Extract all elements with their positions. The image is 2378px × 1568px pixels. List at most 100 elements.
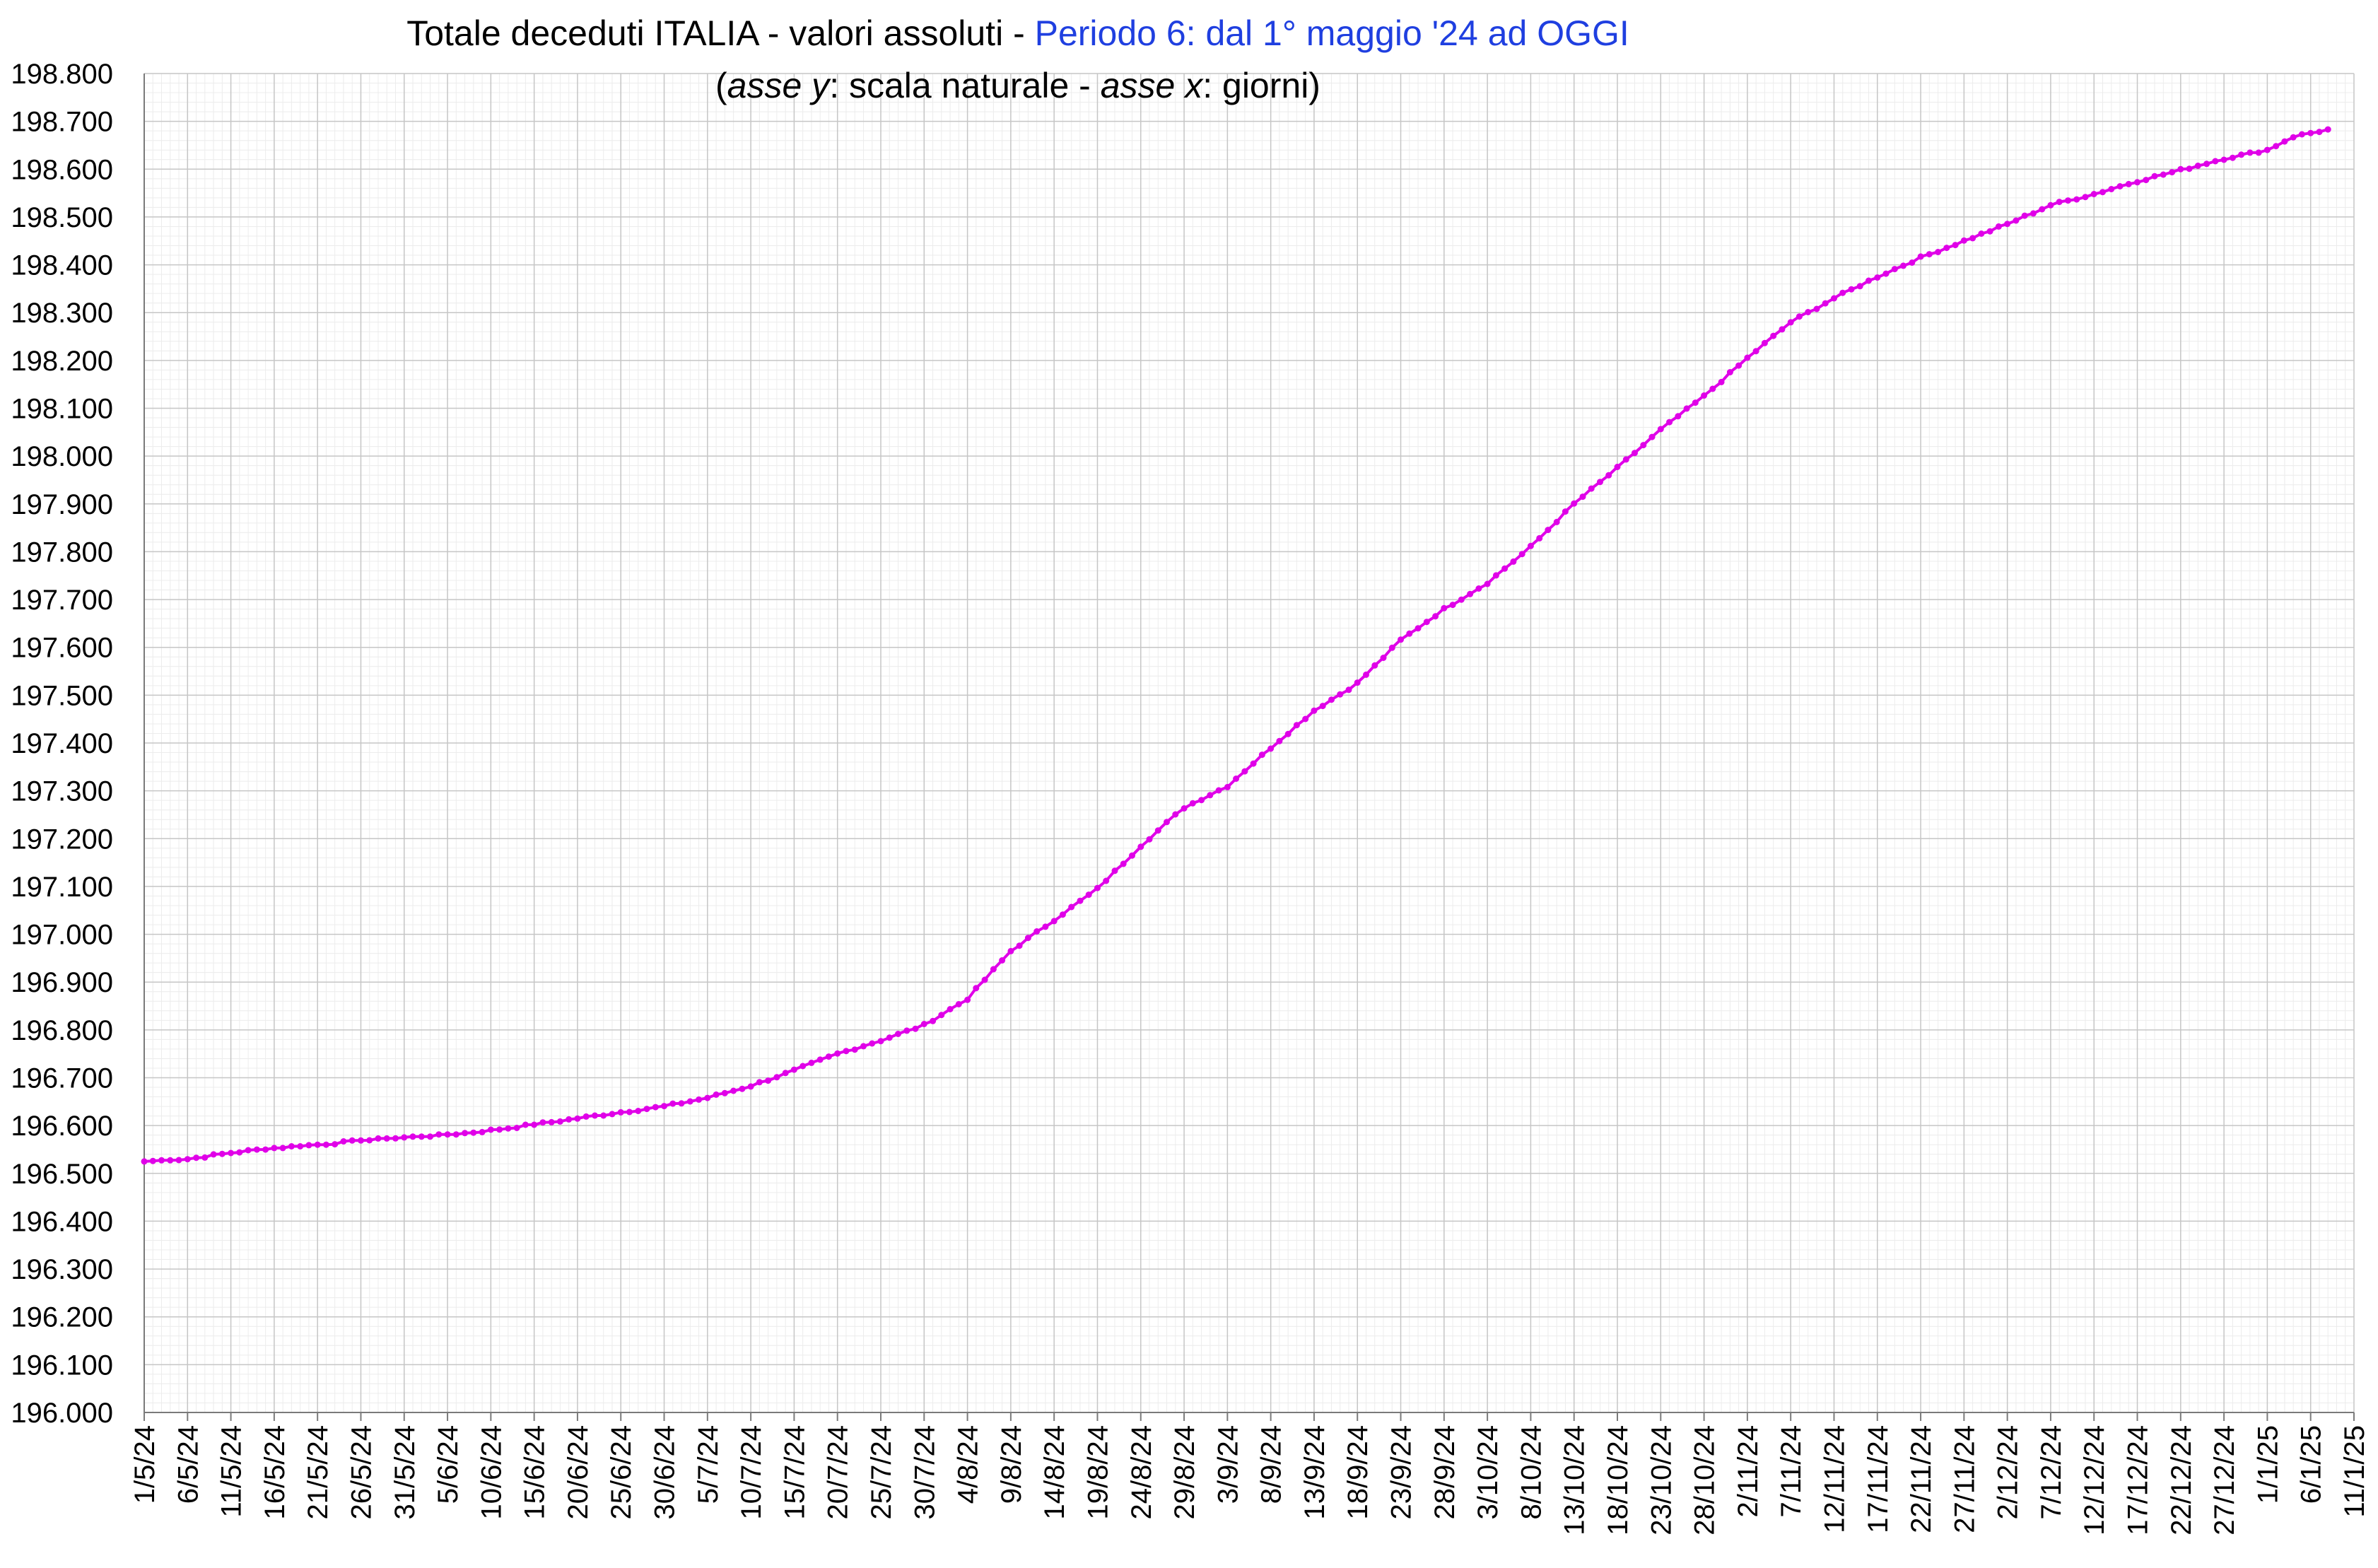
data-point [851,1046,858,1053]
data-point [955,1001,962,1007]
data-point [1675,413,1682,420]
y-tick-label: 196.200 [11,1302,113,1333]
data-point [609,1111,616,1118]
data-point [297,1143,304,1149]
x-tick-label: 27/11/24 [1949,1425,1980,1533]
data-point [1077,897,1084,904]
chart-subtitle: (asse y: scala naturale - asse x: giorni… [715,66,1320,105]
data-point [1986,228,1993,235]
data-point [635,1108,642,1114]
data-point [452,1131,459,1138]
data-point [149,1157,156,1164]
x-tick-label: 6/1/25 [2296,1425,2327,1504]
data-point [2281,138,2288,145]
data-point [158,1157,165,1164]
x-tick-label: 1/5/24 [129,1425,160,1504]
data-point [2160,171,2167,178]
data-point [895,1031,901,1037]
data-point [218,1150,226,1157]
x-tick-label: 20/6/24 [563,1425,594,1519]
data-point [730,1087,737,1094]
y-tick-label: 198.200 [11,346,113,377]
data-point [2090,191,2097,197]
data-point [912,1025,919,1032]
data-point [1726,369,1733,375]
series-layer [141,126,2331,1165]
data-point [1258,751,1265,759]
data-point [1995,223,2002,230]
data-point [1380,655,1387,661]
data-point [661,1103,667,1110]
data-point [2238,151,2245,158]
data-point [1960,237,1967,244]
y-tick-label: 196.300 [11,1254,113,1285]
x-tick-label: 3/10/24 [1472,1425,1504,1519]
data-point [713,1091,720,1098]
data-point [2030,210,2037,217]
data-point [175,1157,182,1164]
y-tick-label: 198.800 [11,59,113,90]
data-point [574,1115,581,1122]
data-point [947,1006,954,1012]
x-tick-label: 24/8/24 [1126,1425,1157,1519]
data-point [2229,154,2236,161]
data-point [1441,604,1448,612]
x-tick-label: 31/5/24 [390,1425,421,1519]
data-point [2134,179,2140,186]
x-tick-label: 11/5/24 [216,1425,247,1518]
data-point [556,1118,563,1125]
data-point [2013,217,2020,224]
y-tick-label: 197.100 [11,872,113,903]
major-grid [144,73,2355,1413]
data-point [1293,722,1300,729]
data-point [1267,745,1275,752]
data-point [2220,156,2227,163]
data-point [305,1142,312,1149]
x-tick-label: 8/10/24 [1516,1425,1547,1519]
data-point [487,1126,494,1133]
data-point [1154,827,1161,834]
data-point [1666,419,1673,426]
data-point [1761,339,1768,346]
data-point [522,1121,529,1128]
data-point [2004,221,2011,228]
y-tick-label: 198.300 [11,298,113,329]
x-tick-label: 7/11/24 [1776,1425,1807,1518]
data-point [877,1038,884,1045]
x-tick-label: 27/12/24 [2209,1425,2240,1535]
y-tick-label: 198.700 [11,107,113,138]
data-point [981,976,988,983]
data-point [348,1137,356,1144]
data-point [1449,602,1456,609]
x-tick-label: 18/10/24 [1603,1425,1634,1535]
subtitle-y-axis-word: asse y [727,66,832,105]
data-point [1831,295,1837,302]
data-point [1527,542,1534,549]
data-point [1388,644,1395,651]
data-point [626,1108,633,1116]
data-point [1614,464,1621,470]
data-point [2151,172,2158,180]
data-point [322,1141,329,1148]
data-point [332,1141,339,1148]
y-tick-label: 196.600 [11,1111,113,1142]
data-point [1770,332,1777,339]
data-point [1484,580,1491,587]
data-point [1111,867,1118,874]
data-point [1952,242,1959,249]
data-point [184,1156,191,1163]
data-point [1813,305,1820,312]
data-point [496,1126,503,1133]
data-point [245,1147,252,1154]
data-point [747,1083,754,1090]
data-point [1866,277,1872,284]
data-point [2298,131,2305,138]
data-point [1363,671,1369,678]
data-point [800,1063,807,1070]
data-point [1050,918,1058,925]
data-point [1805,309,1812,315]
chart-title-main: Totale deceduti ITALIA - valori assoluti… [406,13,1034,53]
data-point [1935,249,1942,255]
subtitle-paren: ( [715,66,727,105]
x-tick-label: 28/10/24 [1689,1425,1721,1535]
